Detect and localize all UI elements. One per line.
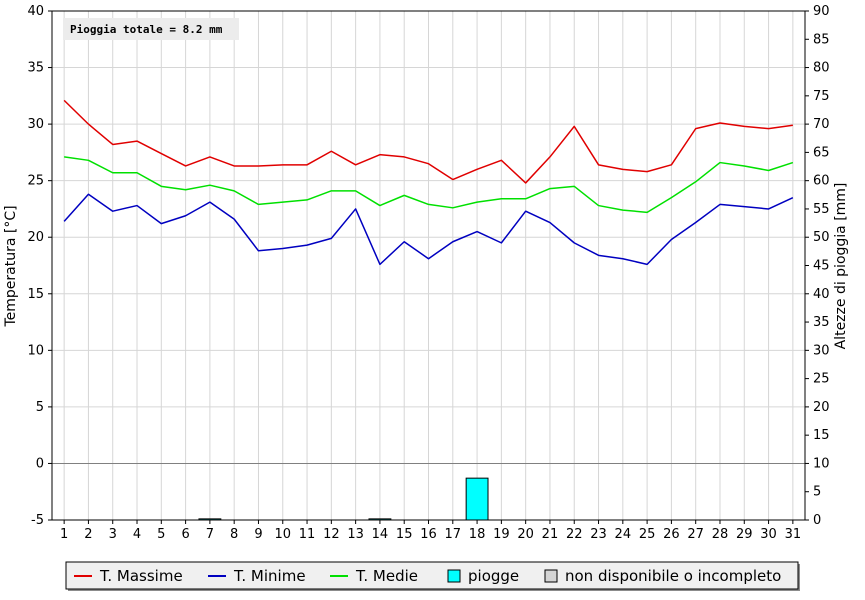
x-axis-ticks: 1 2 3 4 5 6 7 8 9 10 11 12 13 14 15 16 17 18 19 20 21 22 23 24 2… <box>60 520 801 542</box>
x-tick-label: 7 <box>206 527 214 542</box>
legend-swatch-box <box>447 569 461 583</box>
legend: T. Massime T. Minime T. Medie piogge non dis… <box>65 561 800 591</box>
x-tick-label: 30 <box>760 527 777 542</box>
x-tick-label: 3 <box>109 527 117 542</box>
right-tick-label: 0 <box>813 513 821 528</box>
x-tick-label: 11 <box>299 527 316 542</box>
right-tick-label: 80 <box>813 61 830 76</box>
x-tick-label: 23 <box>590 527 607 542</box>
x-tick-label: 27 <box>687 527 704 542</box>
x-tick-label: 8 <box>230 527 238 542</box>
left-tick-label: 30 <box>27 117 44 132</box>
x-tick-label: 21 <box>542 527 559 542</box>
left-tick-label: 35 <box>27 61 44 76</box>
right-tick-label: 45 <box>813 259 830 274</box>
x-tick-label: 24 <box>615 527 632 542</box>
left-tick-label: 5 <box>36 400 44 415</box>
x-tick-label: 9 <box>254 527 262 542</box>
x-tick-label: 13 <box>347 527 364 542</box>
left-tick-label: 20 <box>27 230 44 245</box>
x-tick-label: 29 <box>736 527 753 542</box>
left-tick-label: 10 <box>27 343 44 358</box>
right-tick-label: 90 <box>813 4 830 19</box>
right-tick-label: 30 <box>813 343 830 358</box>
x-tick-label: 25 <box>639 527 656 542</box>
x-tick-label: 19 <box>493 527 510 542</box>
legend-item: T. Massime <box>74 567 183 585</box>
series-lines <box>63 99 794 266</box>
left-axis-ticks: -5 0 5 10 15 20 25 30 35 40 <box>27 4 52 528</box>
series-line <box>63 193 794 266</box>
x-tick-label: 18 <box>469 527 486 542</box>
series-line <box>64 156 794 214</box>
right-tick-label: 5 <box>813 485 821 500</box>
x-tick-label: 10 <box>274 527 291 542</box>
right-tick-label: 20 <box>813 400 830 415</box>
right-tick-label: 50 <box>813 230 830 245</box>
y2-axis-title: Altezze di pioggia [mm] <box>833 183 849 350</box>
series-line <box>63 99 793 184</box>
legend-items: T. Massime T. Minime T. Medie piogge non dis… <box>74 567 781 585</box>
x-tick-label: 5 <box>157 527 165 542</box>
right-tick-label: 75 <box>813 89 830 104</box>
x-tick-label: 17 <box>445 527 462 542</box>
right-tick-label: 35 <box>813 315 830 330</box>
x-tick-label: 4 <box>133 527 141 542</box>
x-tick-label: 16 <box>420 527 437 542</box>
right-tick-label: 70 <box>813 117 830 132</box>
legend-item: T. Medie <box>330 567 418 585</box>
annotation-box <box>63 18 239 40</box>
legend-item: T. Minime <box>208 567 306 585</box>
right-tick-label: 40 <box>813 287 830 302</box>
x-tick-label: 14 <box>372 527 389 542</box>
legend-swatch-box <box>544 569 558 583</box>
left-tick-label: 15 <box>27 287 44 302</box>
right-tick-label: 55 <box>813 202 830 217</box>
right-tick-label: 85 <box>813 32 830 47</box>
x-tick-label: 20 <box>517 527 534 542</box>
legend-label: T. Minime <box>233 567 306 585</box>
left-tick-label: 25 <box>27 174 44 189</box>
rain-bars <box>198 477 489 521</box>
rain-bar <box>465 477 489 521</box>
right-tick-label: 60 <box>813 174 830 189</box>
x-tick-label: 12 <box>323 527 340 542</box>
right-tick-label: 10 <box>813 456 830 471</box>
x-tick-label: 28 <box>712 527 729 542</box>
total-rain-annotation: Pioggia totale = 8.2 mm <box>63 18 239 40</box>
legend-box <box>65 561 799 590</box>
grid <box>52 10 805 521</box>
left-tick-label: -5 <box>31 513 44 528</box>
x-tick-label: 31 <box>785 527 802 542</box>
right-axis-ticks: 0 5 10 15 20 25 30 35 40 45 50 55 60 65 70 75 80 85 90 <box>805 4 830 528</box>
x-tick-label: 6 <box>181 527 189 542</box>
y-axis-title: Temperatura [°C] <box>3 205 19 327</box>
legend-label: piogge <box>468 567 519 585</box>
x-tick-label: 2 <box>84 527 92 542</box>
legend-label: T. Massime <box>99 567 183 585</box>
x-tick-label: 22 <box>566 527 583 542</box>
left-tick-label: 40 <box>27 4 44 19</box>
legend-label: non disponibile o incompleto <box>565 567 781 585</box>
legend-label: T. Medie <box>355 567 418 585</box>
x-tick-label: 1 <box>60 527 68 542</box>
legend-item: non disponibile o incompleto <box>544 567 781 585</box>
right-tick-label: 25 <box>813 372 830 387</box>
right-tick-label: 65 <box>813 145 830 160</box>
x-tick-label: 26 <box>663 527 680 542</box>
annotation-text: Pioggia totale = 8.2 mm <box>70 23 223 36</box>
right-tick-label: 15 <box>813 428 830 443</box>
left-tick-label: 0 <box>36 456 44 471</box>
x-tick-label: 15 <box>396 527 413 542</box>
legend-item: piogge <box>447 567 519 585</box>
